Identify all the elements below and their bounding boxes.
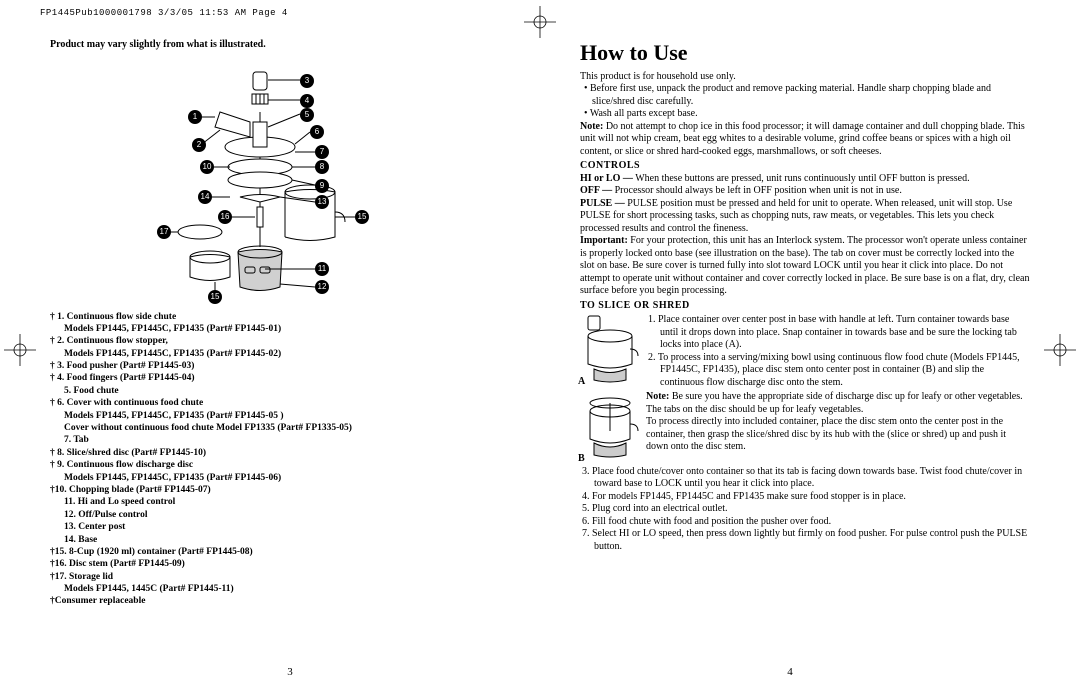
step-6: 6. Fill food chute with food and positio… [580, 516, 1030, 529]
diagram-label-15: 15 [355, 210, 369, 224]
parts-list-item: 5. Food chute [50, 386, 500, 397]
important-text: For your protection, this unit has an In… [580, 235, 1029, 296]
control-pulse: PULSE — PULSE position must be pressed a… [580, 198, 1030, 236]
exploded-diagram: 1 2 3 4 5 6 7 8 9 10 11 12 13 14 15 16 1… [160, 62, 390, 302]
ctrl-text: Processor should always be left in OFF p… [612, 185, 902, 196]
parts-list: † 1. Continuous flow side chuteModels FP… [50, 312, 500, 608]
diagram-label-13: 13 [315, 195, 329, 209]
parts-list-item: Models FP1445, FP1445C, FP1435 (Part# FP… [50, 473, 500, 484]
parts-list-item: † 9. Continuous flow discharge disc [50, 460, 500, 471]
note-label: Note: [646, 391, 669, 402]
diagram-label-8: 8 [315, 160, 329, 174]
label-a: A [578, 376, 585, 389]
parts-list-item: †17. Storage lid [50, 572, 500, 583]
diagram-label-9: 9 [315, 179, 329, 193]
step-5: 5. Plug cord into an electrical outlet. [580, 503, 1030, 516]
parts-list-item: Models FP1445, 1445C (Part# FP1445-11) [50, 584, 500, 595]
parts-list-item: †15. 8-Cup (1920 ml) container (Part# FP… [50, 547, 500, 558]
page-number-left: 3 [40, 666, 540, 678]
page-number-right: 4 [540, 666, 1040, 678]
step-1: 1. Place container over center post in b… [646, 314, 1030, 352]
parts-list-item: †10. Chopping blade (Part# FP1445-07) [50, 485, 500, 496]
diagram-label-12: 12 [315, 280, 329, 294]
registration-mark-left [0, 330, 40, 370]
parts-list-item: Models FP1445, FP1445C, FP1435 (Part# FP… [50, 349, 500, 360]
parts-list-item: † 4. Food fingers (Part# FP1445-04) [50, 373, 500, 384]
parts-list-item: Models FP1445, FP1445C, FP1435 (Part# FP… [50, 324, 500, 335]
parts-list-item: †16. Disc stem (Part# FP1445-09) [50, 559, 500, 570]
diagram-label-1: 1 [188, 110, 202, 124]
ctrl-text: When these buttons are pressed, unit run… [633, 173, 970, 184]
bullet-1: • Before first use, unpack the product a… [580, 83, 1030, 108]
diagram-label-3: 3 [300, 74, 314, 88]
diagram-label-16: 16 [218, 210, 232, 224]
how-to-use-title: How to Use [580, 39, 1030, 67]
parts-list-item: 14. Base [50, 535, 500, 546]
parts-list-item: 12. Off/Pulse control [50, 510, 500, 521]
intro-line: This product is for household use only. [580, 71, 1030, 84]
step-2: 2. To process into a serving/mixing bowl… [646, 352, 1030, 390]
diagram-label-6: 6 [310, 125, 324, 139]
parts-list-item: Models FP1445, FP1445C, FP1435 (Part# FP… [50, 411, 500, 422]
diagram-label-2: 2 [192, 138, 206, 152]
step-2b-row: B Note: Be sure you have the appropriate… [580, 391, 1030, 466]
ctrl-label: OFF — [580, 185, 612, 196]
label-b: B [578, 453, 585, 466]
step-7: 7. Select HI or LO speed, then press dow… [580, 528, 1030, 553]
parts-list-item: † 3. Food pusher (Part# FP1445-03) [50, 361, 500, 372]
step-3: 3. Place food chute/cover onto container… [580, 466, 1030, 491]
page-right: How to Use This product is for household… [540, 35, 1040, 655]
page-spread: Product may vary slightly from what is i… [40, 35, 1040, 655]
figure-b: B [580, 391, 640, 466]
figure-a: A [580, 314, 640, 389]
ctrl-text: PULSE position must be pressed and held … [580, 198, 1012, 234]
parts-list-item: Cover without continuous food chute Mode… [50, 423, 500, 434]
parts-list-item: †Consumer replaceable [50, 596, 500, 607]
important-note: Important: For your protection, this uni… [580, 235, 1030, 298]
step-2b: To process directly into included contai… [646, 416, 1030, 454]
important-label: Important: [580, 235, 628, 246]
note-text: Do not attempt to chop ice in this food … [580, 121, 1025, 157]
note-label: Note: [580, 121, 603, 132]
parts-list-item: † 8. Slice/shred disc (Part# FP1445-10) [50, 448, 500, 459]
note-text: Be sure you have the appropriate side of… [646, 391, 1023, 415]
diagram-label-11: 11 [315, 262, 329, 276]
registration-mark-right [1040, 330, 1080, 370]
diagram-label-7: 7 [315, 145, 329, 159]
parts-list-item: 11. Hi and Lo speed control [50, 497, 500, 508]
note-2: Note: Be sure you have the appropriate s… [646, 391, 1030, 416]
step-4: 4. For models FP1445, FP1445C and FP1435… [580, 491, 1030, 504]
parts-list-item: † 6. Cover with continuous food chute [50, 398, 500, 409]
parts-list-item: 13. Center post [50, 522, 500, 533]
bullet-2: • Wash all parts except base. [580, 108, 1030, 121]
controls-heading: CONTROLS [580, 160, 1030, 173]
print-header: FP1445Pub1000001798 3/3/05 11:53 AM Page… [40, 8, 288, 18]
slice-shred-heading: TO SLICE OR SHRED [580, 300, 1030, 313]
control-hi-lo: HI or LO — When these buttons are presse… [580, 173, 1030, 186]
parts-list-item: † 1. Continuous flow side chute [50, 312, 500, 323]
diagram-label-17: 17 [157, 225, 171, 239]
product-note: Product may vary slightly from what is i… [50, 39, 500, 52]
note-1: Note: Do not attempt to chop ice in this… [580, 121, 1030, 159]
body-text: This product is for household use only. … [580, 71, 1030, 554]
diagram-label-14: 14 [198, 190, 212, 204]
diagram-label-10: 10 [200, 160, 214, 174]
diagram-label-4: 4 [300, 94, 314, 108]
parts-list-item: † 2. Continuous flow stopper, [50, 336, 500, 347]
diagram-label-15b: 15 [208, 290, 222, 304]
ctrl-label: HI or LO — [580, 173, 633, 184]
diagram-label-5: 5 [300, 108, 314, 122]
step-1-row: A 1. Place container over center post in… [580, 314, 1030, 389]
control-off: OFF — Processor should always be left in… [580, 185, 1030, 198]
ctrl-label: PULSE — [580, 198, 625, 209]
page-left: Product may vary slightly from what is i… [40, 35, 540, 655]
parts-list-item: 7. Tab [50, 435, 500, 446]
